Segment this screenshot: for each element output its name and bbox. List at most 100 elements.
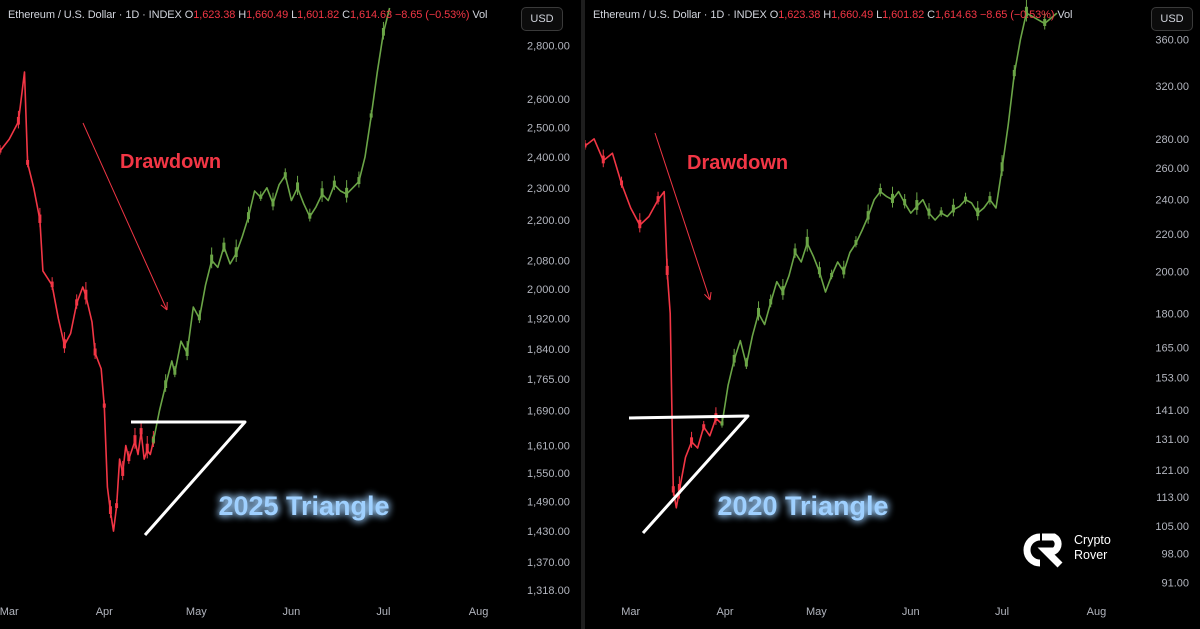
y-tick-label: 141.00 xyxy=(1155,405,1189,417)
price-candle xyxy=(173,369,177,375)
price-candle xyxy=(283,172,287,178)
y-tick-label: 2,800.00 xyxy=(527,41,570,53)
triangle-pattern xyxy=(131,420,247,536)
chart-header-2020: Ethereum / U.S. Dollar · 1D · INDEX O1,6… xyxy=(593,9,1072,21)
y-tick-label: 1,318.00 xyxy=(527,585,570,597)
price-candle xyxy=(656,196,660,202)
price-candle xyxy=(690,437,694,445)
y-tick-label: 98.00 xyxy=(1161,548,1189,560)
y-tick-label: 320.00 xyxy=(1155,81,1189,93)
y-tick-label: 131.00 xyxy=(1155,434,1189,446)
price-series xyxy=(151,7,391,445)
price-candle xyxy=(988,196,992,202)
panel-divider[interactable] xyxy=(581,0,585,629)
drawdown-arrow-shaft xyxy=(82,122,168,311)
price-candle xyxy=(781,286,785,296)
triangle-pattern xyxy=(628,414,750,535)
currency-button[interactable]: USD xyxy=(1151,7,1193,31)
drawdown-arrow-head xyxy=(160,304,168,311)
x-tick-label: Jul xyxy=(995,606,1009,618)
y-tick-label: 1,765.00 xyxy=(527,374,570,386)
low-value: 1,601.82 xyxy=(882,9,925,21)
price-candle xyxy=(151,438,155,443)
price-candle xyxy=(164,380,168,389)
price-candle xyxy=(854,240,858,245)
low-value: 1,601.82 xyxy=(297,9,340,21)
y-tick-label: 2,080.00 xyxy=(527,255,570,267)
price-candle xyxy=(50,281,54,288)
y-tick-label: 121.00 xyxy=(1155,465,1189,477)
open-value: 1,623.38 xyxy=(778,9,821,21)
volume-label: Vol xyxy=(1057,9,1073,21)
y-tick-label: 1,840.00 xyxy=(527,344,570,356)
price-candle xyxy=(93,348,97,356)
y-tick-label: 220.00 xyxy=(1155,229,1189,241)
price-line xyxy=(585,138,723,509)
price-candle xyxy=(357,177,361,185)
price-candle xyxy=(671,486,675,493)
y-tick-label: 91.00 xyxy=(1161,578,1189,590)
price-candle xyxy=(601,155,605,164)
price-candle xyxy=(381,27,385,36)
y-tick-label: 1,550.00 xyxy=(527,468,570,480)
y-tick-label: 260.00 xyxy=(1155,163,1189,175)
y-tick-label: 2,500.00 xyxy=(527,123,570,135)
price-candle xyxy=(805,236,809,247)
price-candle xyxy=(757,307,761,317)
crypto-rover-logo-icon xyxy=(1023,533,1063,568)
y-tick-label: 1,490.00 xyxy=(527,496,570,508)
price-candle xyxy=(1000,162,1004,172)
chart-panel-2025: 2,800.00 2,600.00 2,500.00 2,400.00 2,300.00… xyxy=(0,0,581,629)
x-tick-label: May xyxy=(806,606,827,618)
price-candle xyxy=(222,242,226,249)
price-candle xyxy=(369,113,373,118)
price-candle xyxy=(878,187,882,194)
price-candle xyxy=(638,219,642,229)
y-tick-label: 153.00 xyxy=(1155,373,1189,385)
price-candle xyxy=(320,188,324,198)
price-candle xyxy=(38,214,42,223)
symbol-label: Ethereum / U.S. Dollar · 1D · INDEX xyxy=(593,9,767,21)
price-candle xyxy=(939,210,943,215)
price-candle xyxy=(234,247,238,258)
high-value: 1,660.49 xyxy=(246,9,289,21)
y-tick-label: 360.00 xyxy=(1155,35,1189,47)
price-candle xyxy=(830,272,834,278)
y-tick-label: 1,920.00 xyxy=(527,313,570,325)
price-candle xyxy=(75,299,79,306)
close-label: C xyxy=(927,9,935,21)
price-candle xyxy=(732,354,736,363)
price-candle xyxy=(720,421,724,426)
chart-canvas-2020: 360.00 320.00 280.00 260.00 240.00 220.00 200.… xyxy=(585,0,1189,618)
price-candle xyxy=(964,196,968,202)
volume-label: Vol xyxy=(472,9,488,21)
brand-line-2: Rover xyxy=(1074,548,1108,562)
drawdown-arrow-shaft xyxy=(654,132,711,301)
x-tick-label: Aug xyxy=(469,606,489,618)
open-label: O xyxy=(184,9,194,21)
y-tick-label: 2,300.00 xyxy=(527,183,570,195)
price-series xyxy=(585,138,723,509)
x-tick-label: Jul xyxy=(376,606,390,618)
y-tick-label: 1,690.00 xyxy=(527,405,570,417)
low-label: L xyxy=(876,9,883,21)
close-label: C xyxy=(342,9,350,21)
x-tick-label: Aug xyxy=(1087,606,1107,618)
price-candle xyxy=(1024,6,1028,17)
chart-canvas-2025: 2,800.00 2,600.00 2,500.00 2,400.00 2,300.00… xyxy=(0,7,570,618)
close-value: 1,614.63 xyxy=(934,9,977,21)
y-tick-label: 105.00 xyxy=(1155,521,1189,533)
price-candle xyxy=(866,211,870,220)
price-candle xyxy=(102,403,106,408)
price-candle xyxy=(271,198,275,207)
price-series xyxy=(720,0,1058,428)
drawdown-arrow xyxy=(654,132,712,301)
currency-button[interactable]: USD xyxy=(521,7,563,31)
price-series xyxy=(0,71,155,532)
price-candle xyxy=(842,266,846,275)
y-tick-label: 2,200.00 xyxy=(527,215,570,227)
price-candle xyxy=(915,200,919,210)
price-candle xyxy=(927,208,931,216)
price-candle xyxy=(108,506,112,514)
y-tick-label: 1,370.00 xyxy=(527,557,570,569)
